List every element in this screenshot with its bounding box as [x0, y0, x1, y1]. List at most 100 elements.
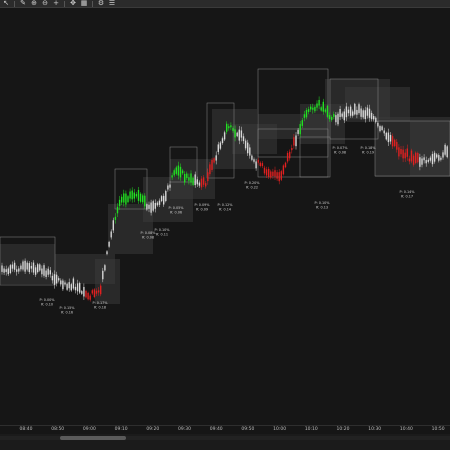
candle-body [230, 125, 232, 128]
range-box [374, 120, 450, 177]
candle-body [127, 196, 129, 203]
candle-body [328, 115, 331, 120]
candle-body [213, 158, 215, 163]
candle-body [446, 146, 448, 158]
candle-body [211, 159, 213, 170]
crosshair-icon[interactable]: + [53, 0, 59, 7]
candle-body [234, 129, 236, 138]
candle-body [349, 106, 352, 116]
candle-body [102, 270, 104, 280]
candle-body [37, 264, 39, 273]
candle-body [121, 196, 123, 203]
pencil-icon[interactable]: ✎ [20, 0, 26, 7]
candle-body [58, 278, 60, 281]
candle-body [18, 268, 20, 272]
candle-body [215, 155, 217, 161]
candle-body [238, 129, 240, 141]
annotation-label: P: 0.20% [244, 181, 260, 185]
candle-body [259, 162, 261, 167]
horizontal-scrollbar[interactable] [0, 436, 450, 440]
chart-canvas[interactable]: P: 0.00%R: 0.10P: 0.15%R: 0.16P: 0.17%R:… [0, 9, 450, 425]
candle-body [175, 167, 177, 174]
candle-body [255, 161, 257, 169]
candle-body [30, 265, 33, 269]
candle-body [293, 137, 295, 146]
pan-icon[interactable]: ✥ [70, 0, 76, 7]
candle-body [22, 261, 24, 270]
candle-body [352, 111, 354, 116]
candle-body [387, 132, 390, 143]
candle-body [207, 172, 209, 182]
candle-body [263, 167, 266, 174]
candle-body [444, 144, 446, 155]
candle-body [356, 109, 358, 115]
candle-body [64, 282, 66, 285]
candle-body [142, 195, 144, 203]
candle-body [415, 152, 417, 163]
candle-body [154, 203, 156, 209]
candle-body [257, 159, 259, 163]
annotation-label: P: 0.10% [314, 201, 330, 205]
candle-body [190, 173, 192, 183]
candle-body [5, 269, 7, 272]
candle-body [192, 177, 194, 185]
candle-body [188, 177, 190, 181]
candle-body [297, 129, 299, 134]
candle-body [95, 290, 98, 294]
candle-body [268, 168, 270, 177]
candle-body [150, 202, 152, 213]
candle-body [76, 283, 79, 292]
annotation-label: R: 0.18 [94, 306, 106, 310]
candle-body [24, 260, 26, 272]
price-chart[interactable]: P: 0.00% R: 0.10 P: 0.15% R: 0.16 P: 0.17% R:… [0, 9, 450, 425]
candle-body [389, 134, 392, 142]
settings-icon[interactable]: ⚙ [97, 0, 105, 7]
grid-icon[interactable]: ▦ [80, 0, 88, 7]
annotation-label: R: 0.22 [246, 186, 258, 190]
candle-body [163, 195, 165, 205]
candle-body [217, 144, 219, 152]
candle-body [261, 163, 264, 167]
candle-body [402, 149, 404, 159]
annotation-label: R: 0.08 [142, 236, 154, 240]
zoom-in-icon[interactable]: ⊕ [31, 0, 37, 7]
candle-body [249, 147, 251, 156]
candle-body [331, 116, 333, 121]
candle-body [184, 173, 186, 183]
time-axis-label: 10:10 [304, 427, 318, 432]
candle-body [244, 140, 247, 149]
candle-body [433, 152, 436, 162]
time-axis-label: 08:50 [51, 427, 65, 432]
annotation-label: R: 0.17 [401, 195, 413, 199]
candle-body [251, 155, 253, 160]
candle-body [347, 109, 350, 114]
candle-body [272, 171, 274, 177]
list-icon[interactable]: ☰ [108, 0, 116, 7]
time-axis-label: 09:00 [82, 427, 96, 432]
time-axis-label: 10:00 [273, 427, 287, 432]
candle-body [32, 262, 35, 273]
candle-body [364, 110, 366, 120]
scrollbar-thumb[interactable] [60, 436, 126, 440]
pointer-icon[interactable]: ↖ [3, 0, 9, 7]
candle-body [429, 157, 432, 161]
candle-body [354, 103, 356, 115]
candle-body [373, 116, 375, 120]
candle-body [427, 159, 429, 162]
zoom-out-icon[interactable]: ⊖ [42, 0, 48, 7]
candle-body [91, 290, 93, 294]
candle-body [125, 193, 127, 205]
candle-body [89, 295, 91, 300]
candle-body [152, 201, 154, 211]
toolbar-separator [64, 0, 65, 7]
candle-body [66, 283, 68, 290]
candle-body [379, 126, 381, 132]
candle-body [442, 152, 444, 158]
annotation-label: P: 0.12% [217, 203, 233, 207]
candle-body [177, 165, 180, 176]
range-box [299, 136, 331, 178]
candle-body [303, 114, 306, 118]
candle-body [221, 138, 224, 144]
candle-body [226, 123, 228, 132]
candle-body [55, 274, 58, 284]
